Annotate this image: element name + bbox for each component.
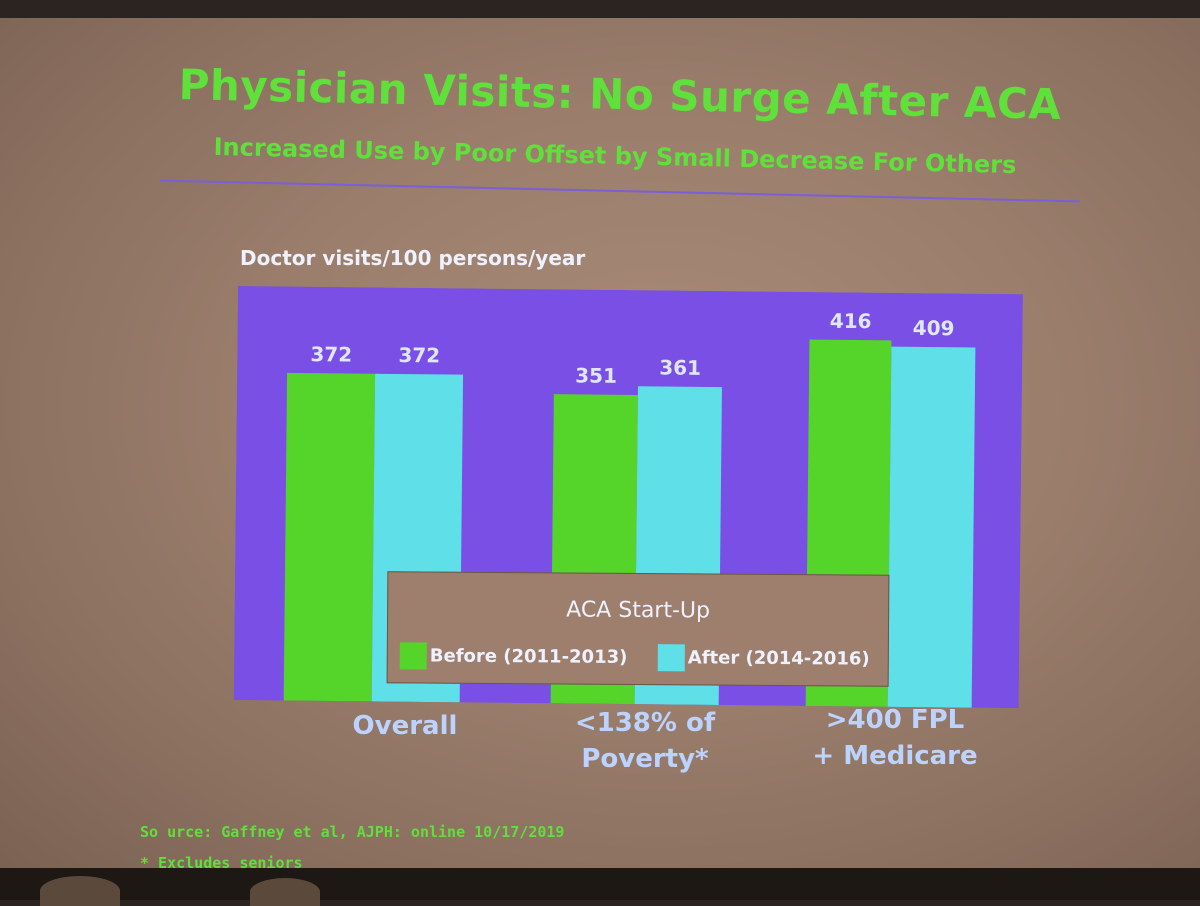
audience-silhouette [0, 868, 1200, 906]
title-divider [160, 179, 1080, 203]
audience-head [40, 876, 120, 906]
category-label-fpl-medicare: >400 FPL + Medicare [795, 702, 995, 774]
legend-item-before: Before (2011-2013) [399, 642, 628, 671]
bar-before-0 [283, 372, 376, 702]
data-label-before-2: 416 [830, 309, 872, 333]
source-note: So urce: Gaffney et al, AJPH: online 10/… [140, 823, 565, 841]
data-label-after-1: 361 [659, 355, 701, 379]
category-label-line: <138% of [574, 708, 716, 738]
category-label-poverty: <138% of Poverty* [545, 705, 745, 777]
category-label-line: + Medicare [812, 741, 978, 771]
category-label-line: Poverty* [581, 744, 709, 774]
projection-screen: Physician Visits: No Surge After ACA Inc… [0, 18, 1200, 880]
data-label-after-0: 372 [398, 343, 440, 367]
data-label-before-1: 351 [575, 363, 617, 387]
data-label-before-0: 372 [310, 342, 352, 366]
audience-head [250, 878, 320, 906]
legend-swatch-before [399, 642, 427, 670]
category-label-line: >400 FPL [825, 705, 965, 735]
legend-title: ACA Start-Up [566, 597, 711, 624]
legend-item-after: After (2014-2016) [657, 644, 870, 672]
legend-swatch-after [657, 644, 685, 672]
chart-legend: ACA Start-Up Before (2011-2013) After (2… [386, 571, 890, 687]
y-axis-label: Doctor visits/100 persons/year [240, 246, 586, 270]
legend-label-after: After (2014-2016) [687, 647, 870, 670]
data-label-after-2: 409 [913, 316, 955, 340]
footnote: * Excludes seniors [140, 854, 303, 872]
category-label-overall: Overall [300, 708, 510, 744]
legend-label-before: Before (2011-2013) [429, 645, 628, 668]
bar-after-2 [887, 346, 976, 708]
slide-subtitle: Increased Use by Poor Offset by Small De… [213, 132, 1017, 180]
slide-title: Physician Visits: No Surge After ACA [178, 59, 1062, 130]
category-label-line: Overall [352, 711, 458, 741]
